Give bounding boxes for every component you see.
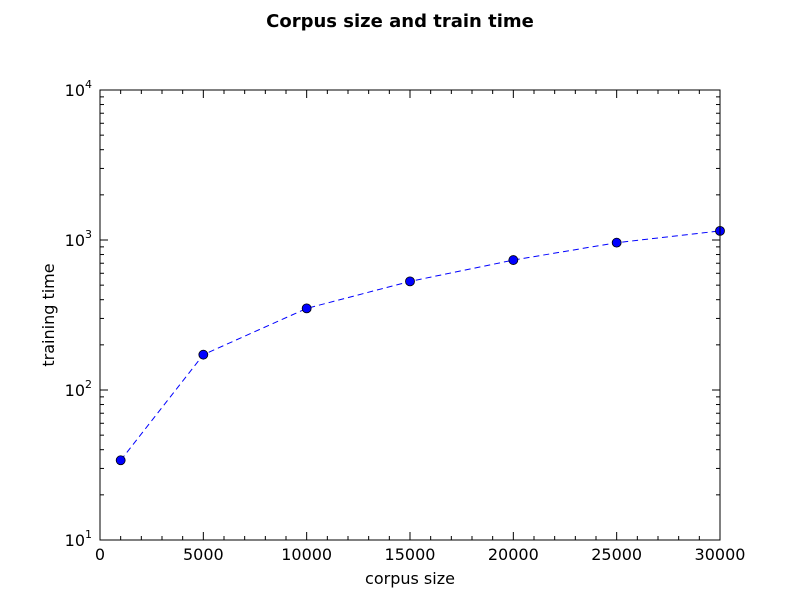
y-tick-label: 104	[65, 78, 92, 100]
data-point	[301, 303, 312, 314]
series-line	[120, 230, 721, 461]
plot-frame	[99, 89, 721, 541]
data-point	[405, 276, 415, 287]
data-point	[198, 349, 209, 360]
x-tick-label: 25000	[591, 545, 642, 564]
x-tick-label: 5000	[183, 545, 224, 564]
x-tick-label: 15000	[385, 545, 436, 564]
ticks-layer: 0 5000 10000 15000 20000 25000 30000 101 102 103 1…	[65, 78, 746, 564]
chart-title: Corpus size and train time	[266, 11, 534, 32]
y-tick-label: 101	[65, 528, 92, 550]
y-axis-label: training time	[39, 263, 58, 366]
x-tick-label: 20000	[488, 545, 539, 564]
data-point	[508, 255, 519, 265]
series-layer	[115, 225, 725, 466]
data-point	[115, 455, 126, 466]
y-tick-label: 103	[65, 228, 92, 250]
data-point	[611, 237, 622, 248]
x-tick-label: 30000	[695, 545, 746, 564]
y-tick-label: 102	[65, 378, 92, 400]
x-tick-label: 10000	[281, 545, 332, 564]
x-tick-label: 0	[95, 545, 105, 564]
x-axis-label: corpus size	[365, 569, 455, 588]
